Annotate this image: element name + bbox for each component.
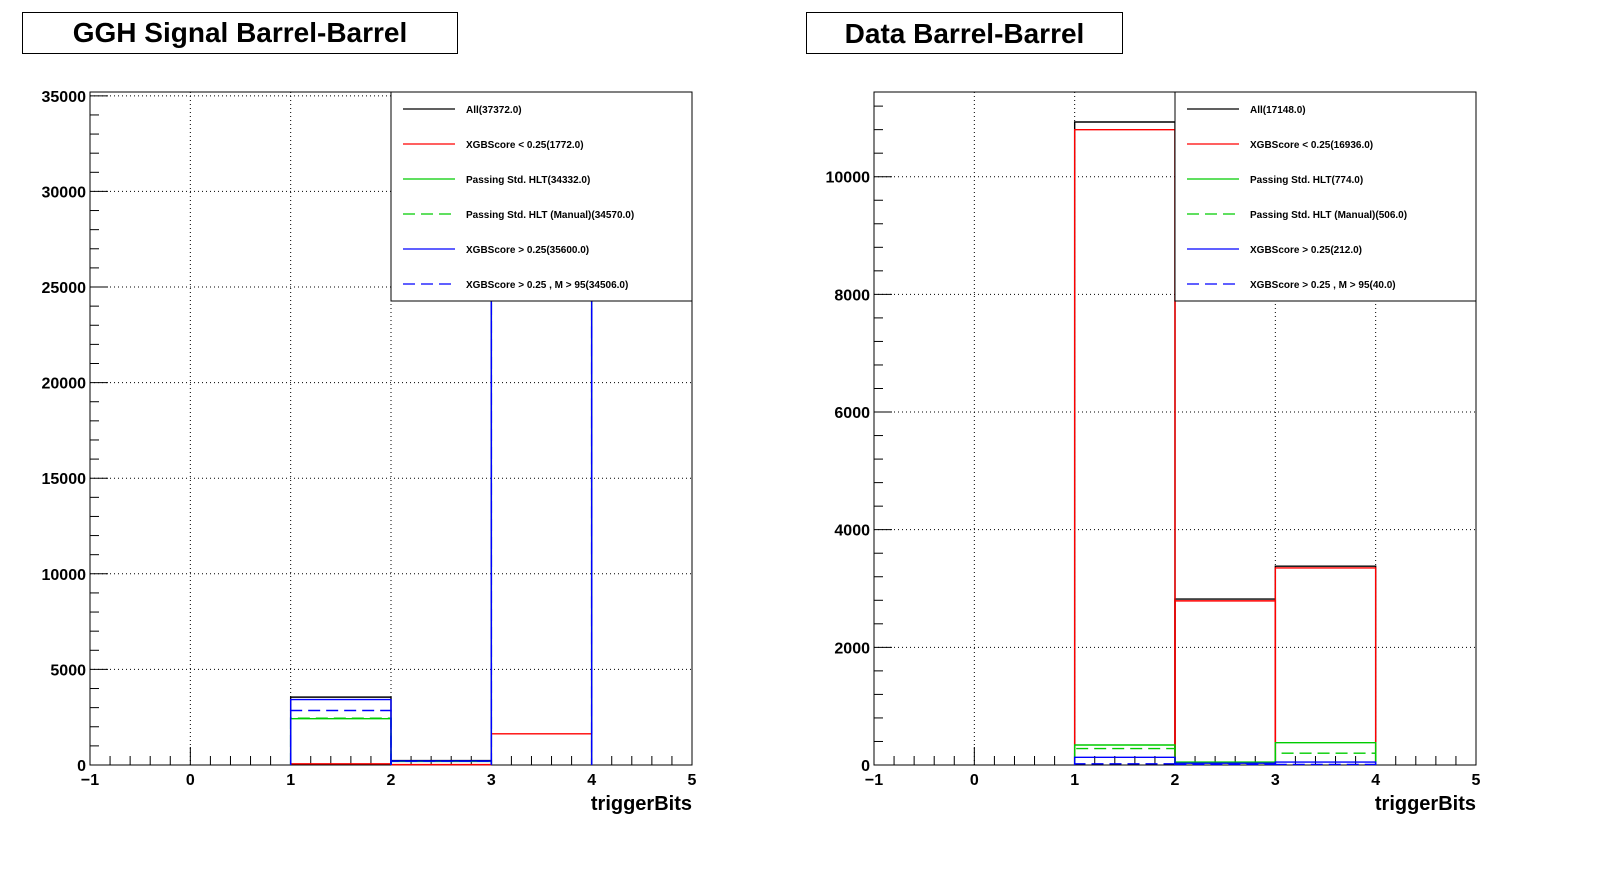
c1-series-1-bin-0 bbox=[1073, 128, 1176, 765]
c0-series-4-bin-0 bbox=[289, 698, 392, 765]
c0-y-tick-label: 30000 bbox=[42, 184, 87, 201]
c0-x-tick-label: 4 bbox=[587, 772, 596, 789]
c0-x-tick-label: 2 bbox=[387, 772, 396, 789]
c1-y-tick-label: 0 bbox=[861, 758, 870, 775]
c1-x-tick-label: 3 bbox=[1271, 772, 1280, 789]
c0-legend-box bbox=[390, 91, 693, 302]
c0-y-tick-label: 0 bbox=[77, 758, 86, 775]
c0-y-tick-label: 25000 bbox=[42, 280, 87, 297]
c0-series-5-bin-0 bbox=[289, 709, 392, 765]
c1-legend-entry-0: All(17148.0) bbox=[1250, 105, 1306, 116]
c1-y-tick-label: 8000 bbox=[834, 287, 870, 304]
c0-y-tick-label: 35000 bbox=[42, 89, 87, 106]
c1-legend-entry-1: XGBScore < 0.25(16936.0) bbox=[1250, 140, 1373, 151]
c1-x-tick-label: 1 bbox=[1070, 772, 1079, 789]
c1-legend-entry-5: XGBScore > 0.25 , M > 95(40.0) bbox=[1250, 280, 1396, 291]
c0-x-tick-label: 5 bbox=[688, 772, 697, 789]
c0-legend-entry-1: XGBScore < 0.25(1772.0) bbox=[466, 140, 584, 151]
c1-x-axis-label: triggerBits bbox=[1375, 793, 1476, 815]
c1-series-3-bin-2 bbox=[1274, 752, 1377, 765]
c0-y-tick-label: 15000 bbox=[42, 471, 87, 488]
c0-y-tick-label: 5000 bbox=[50, 662, 86, 679]
c0-legend-entry-2: Passing Std. HLT(34332.0) bbox=[466, 175, 590, 186]
chart-title-left: GGH Signal Barrel-Barrel bbox=[22, 12, 458, 54]
c1-x-tick-label: 2 bbox=[1171, 772, 1180, 789]
c0-series-5-bin-1 bbox=[390, 760, 493, 765]
chart-title-right: Data Barrel-Barrel bbox=[806, 12, 1123, 54]
c0-legend-entry-0: All(37372.0) bbox=[466, 105, 522, 116]
c0-x-axis-label: triggerBits bbox=[591, 793, 692, 815]
c1-x-tick-label: 0 bbox=[970, 772, 979, 789]
c1-series-1-bin-2 bbox=[1274, 567, 1377, 765]
c0-x-tick-label: −1 bbox=[81, 772, 99, 789]
c0-legend-entry-4: XGBScore > 0.25(35600.0) bbox=[466, 245, 589, 256]
c1-y-tick-label: 4000 bbox=[834, 523, 870, 540]
c0-legend-entry-3: Passing Std. HLT (Manual)(34570.0) bbox=[466, 210, 634, 221]
c1-y-tick-label: 10000 bbox=[826, 170, 871, 187]
c0-x-tick-label: 3 bbox=[487, 772, 496, 789]
c1-x-tick-label: 5 bbox=[1472, 772, 1481, 789]
c1-series-4-bin-0 bbox=[1073, 756, 1176, 765]
c1-series-4-bin-2 bbox=[1274, 761, 1377, 765]
c1-y-tick-label: 6000 bbox=[834, 405, 870, 422]
c0-legend-entry-5: XGBScore > 0.25 , M > 95(34506.0) bbox=[466, 280, 628, 291]
c1-x-tick-label: 4 bbox=[1371, 772, 1380, 789]
c1-series-5-bin-2 bbox=[1274, 763, 1377, 766]
c1-legend-box bbox=[1174, 91, 1477, 302]
c1-legend-entry-4: XGBScore > 0.25(212.0) bbox=[1250, 245, 1362, 256]
c0-x-tick-label: 1 bbox=[286, 772, 295, 789]
c0-y-tick-label: 10000 bbox=[42, 567, 87, 584]
c1-legend-entry-2: Passing Std. HLT(774.0) bbox=[1250, 175, 1363, 186]
c1-x-tick-label: −1 bbox=[865, 772, 883, 789]
c1-y-tick-label: 2000 bbox=[834, 640, 870, 657]
c1-legend-entry-3: Passing Std. HLT (Manual)(506.0) bbox=[1250, 210, 1407, 221]
c0-y-tick-label: 20000 bbox=[42, 376, 87, 393]
c0-x-tick-label: 0 bbox=[186, 772, 195, 789]
